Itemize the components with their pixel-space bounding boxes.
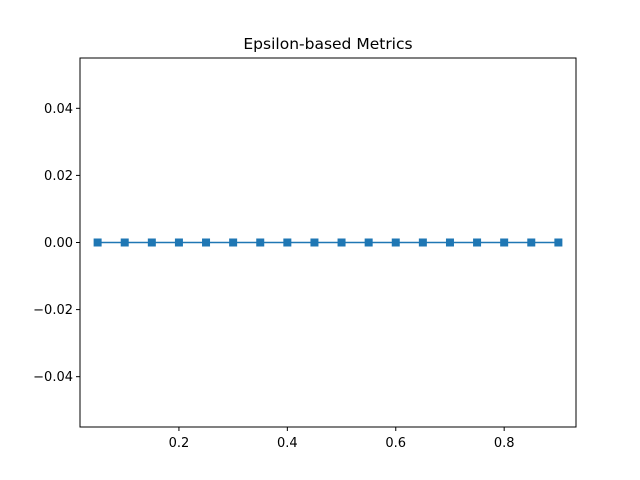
y-tick-label-3: 0.02 bbox=[44, 169, 73, 184]
data-point-9 bbox=[337, 238, 346, 247]
data-point-8 bbox=[310, 238, 319, 247]
data-point-11 bbox=[391, 238, 400, 247]
data-point-2 bbox=[147, 238, 156, 247]
y-tick-label-2: 0.00 bbox=[44, 236, 73, 251]
data-point-4 bbox=[202, 238, 211, 247]
data-point-0 bbox=[93, 238, 102, 247]
x-tick-label-0: 0.2 bbox=[169, 436, 190, 451]
data-point-17 bbox=[554, 238, 563, 247]
x-tick-label-1: 0.4 bbox=[277, 436, 298, 451]
data-point-1 bbox=[120, 238, 129, 247]
plot-area bbox=[93, 238, 563, 247]
data-point-14 bbox=[473, 238, 482, 247]
data-point-3 bbox=[174, 238, 183, 247]
data-point-15 bbox=[500, 238, 509, 247]
x-tick-label-3: 0.8 bbox=[494, 436, 515, 451]
data-point-13 bbox=[445, 238, 454, 247]
chart-title: Epsilon-based Metrics bbox=[243, 35, 412, 53]
data-point-16 bbox=[527, 238, 536, 247]
data-point-12 bbox=[418, 238, 427, 247]
y-tick-label-4: 0.04 bbox=[44, 102, 73, 117]
data-point-5 bbox=[229, 238, 238, 247]
y-tick-label-0: −0.04 bbox=[33, 370, 73, 385]
data-point-10 bbox=[364, 238, 373, 247]
x-tick-label-2: 0.6 bbox=[385, 436, 406, 451]
data-point-6 bbox=[256, 238, 265, 247]
y-tick-label-1: −0.02 bbox=[33, 303, 73, 318]
axes: 0.2 0.4 0.6 0.8 −0.04 −0.02 0.00 0.02 0.04 bbox=[33, 57, 577, 451]
data-point-7 bbox=[283, 238, 292, 247]
